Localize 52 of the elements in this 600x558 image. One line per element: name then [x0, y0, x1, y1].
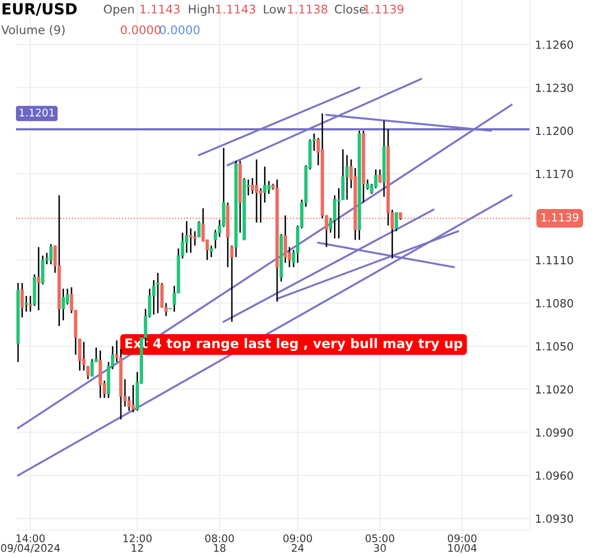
candlestick	[62, 288, 65, 321]
candlestick	[28, 295, 32, 312]
x-tick-label: 08:00 18	[205, 534, 234, 552]
candlestick	[184, 220, 188, 254]
candlestick	[250, 177, 254, 195]
candlestick	[49, 243, 53, 265]
candlestick	[189, 228, 192, 254]
candlestick	[267, 180, 271, 195]
annotation: 1.1143	[140, 4, 180, 14]
y-tick-label: 1.1020	[536, 385, 573, 394]
annotation: Volume (9)	[1, 25, 65, 36]
x-tick-label: 12:00 12	[123, 534, 152, 552]
candlestick	[78, 338, 82, 372]
ref-line-label: 1.1201	[20, 108, 54, 116]
y-tick-label: 1.1230	[536, 84, 573, 92]
candlestick	[366, 178, 370, 190]
y-tick-label: 1.1050	[536, 342, 573, 351]
chart-title: EUR/USD	[2, 3, 77, 16]
annotation: 1.1138	[288, 4, 328, 14]
annotation: Open	[104, 4, 134, 16]
candlestick	[132, 384, 135, 413]
x-tick-label: 05:00 30	[366, 534, 394, 552]
candlestick	[24, 295, 28, 312]
candlestick	[20, 282, 24, 318]
annotation: 0.0000	[120, 25, 161, 34]
candlestick	[82, 341, 86, 372]
y-tick-label: 1.1170	[536, 170, 573, 178]
annotation: High	[188, 4, 214, 16]
candlestick	[394, 212, 398, 232]
annotation: 0.0000	[160, 25, 200, 34]
annotation: Low	[264, 4, 286, 14]
candlestick	[378, 168, 382, 184]
annotation: 1.1139	[364, 4, 404, 14]
ref-line-label: 1.1139	[542, 213, 578, 222]
y-tick-label: 1.0930	[536, 514, 573, 523]
annotation: 1.1143	[216, 4, 256, 14]
y-tick-label: 1.1110	[536, 256, 573, 264]
candlestick	[197, 220, 201, 238]
x-tick-label: 09:00 24	[283, 534, 312, 552]
y-tick-label: 1.1080	[536, 299, 573, 308]
y-tick-label: 1.1260	[536, 40, 573, 49]
candlestick	[127, 396, 131, 412]
y-tick-label: 1.0990	[536, 428, 573, 437]
y-tick-label: 1.0960	[536, 471, 573, 480]
y-tick-label: 1.1200	[536, 126, 573, 136]
x-tick-label: 09:00 10/04	[448, 534, 477, 553]
candlestick	[36, 246, 40, 311]
candlestick	[156, 272, 160, 314]
annotation: Close	[334, 4, 366, 14]
x-tick-label: 14:00 09/04/2024	[1, 534, 60, 553]
candlestick	[160, 282, 164, 308]
candlestick	[90, 358, 94, 378]
